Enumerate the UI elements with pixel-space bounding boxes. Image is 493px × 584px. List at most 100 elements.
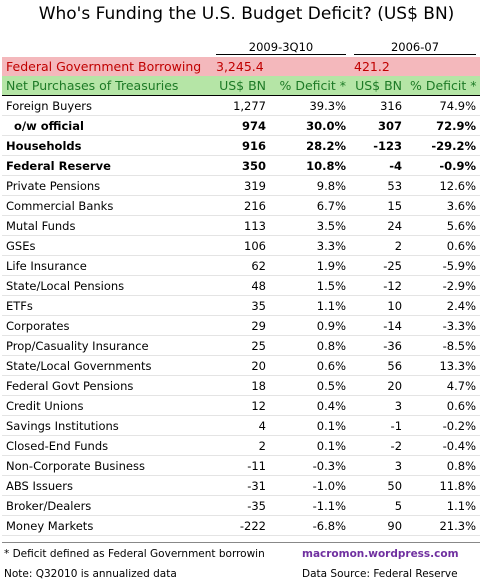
- data-row: o/w official 974 30.0% 307 72.9%: [2, 115, 481, 136]
- value-cell: -222: [212, 515, 270, 536]
- value-cell: 11.8%: [406, 475, 481, 496]
- value-cell: 1,277: [212, 95, 270, 116]
- label-cell: Credit Unions: [2, 395, 212, 416]
- value-cell: 106: [212, 235, 270, 256]
- site: macromon.wordpress.com: [302, 548, 459, 560]
- label-cell: Life Insurance: [2, 255, 212, 276]
- label-cell: Commercial Banks: [2, 195, 212, 216]
- value-cell: -0.2%: [406, 415, 481, 436]
- value-cell: 12: [212, 395, 270, 416]
- value-cell: 113: [212, 215, 270, 236]
- data-row: Mutal Funds 113 3.5% 24 5.6%: [2, 215, 481, 236]
- value-cell: 0.4%: [270, 395, 351, 416]
- value-cell: 3.3%: [270, 235, 351, 256]
- label-cell: Corporates: [2, 315, 212, 336]
- value-cell: 4.7%: [406, 375, 481, 396]
- label-cell: o/w official: [2, 115, 212, 136]
- value-cell: 916: [212, 135, 270, 156]
- header-cell: US$ BN: [212, 76, 270, 96]
- value-cell: 12.6%: [406, 175, 481, 196]
- data-row: State/Local Pensions 48 1.5% -12 -2.9%: [2, 275, 481, 296]
- data-row: ETFs 35 1.1% 10 2.4%: [2, 295, 481, 316]
- value-cell: 21.3%: [406, 515, 481, 536]
- value-cell: -8.5%: [406, 335, 481, 356]
- value-cell: -2: [350, 435, 407, 456]
- value-cell: 3.6%: [406, 195, 481, 216]
- value-cell: 6.7%: [270, 195, 351, 216]
- value-cell: 72.9%: [406, 115, 481, 136]
- value-cell: 1.1%: [406, 495, 481, 516]
- value-cell: 28.2%: [270, 135, 351, 156]
- borrowing-row: Federal Government Borrowing 3,245.4 421…: [2, 57, 481, 76]
- label-cell: Private Pensions: [2, 175, 212, 196]
- value-cell: 1.9%: [270, 255, 351, 276]
- data-row: Non-Corporate Business -11 -0.3% 3 0.8%: [2, 455, 481, 476]
- value-cell: 0.8%: [406, 455, 481, 476]
- data-row: Prop/Casuality Insurance 25 0.8% -36 -8.5%: [2, 335, 481, 356]
- data-row: Corporates 29 0.9% -14 -3.3%: [2, 315, 481, 336]
- value-cell: 974: [212, 115, 270, 136]
- value-cell: 216: [212, 195, 270, 216]
- value-cell: 319: [212, 175, 270, 196]
- value-cell: 9.8%: [270, 175, 351, 196]
- value-cell: 53: [350, 175, 407, 196]
- value-cell: 10.8%: [270, 155, 351, 176]
- value-cell: -6.8%: [270, 515, 351, 536]
- label-cell: Savings Institutions: [2, 415, 212, 436]
- value-cell: 316: [350, 95, 407, 116]
- value-cell: 0.1%: [270, 435, 351, 456]
- value-cell: -12: [350, 275, 407, 296]
- value-cell: 20: [350, 375, 407, 396]
- period-cell: 2006-07: [350, 38, 480, 57]
- value-cell: 5: [350, 495, 407, 516]
- value-cell: 25: [212, 335, 270, 356]
- value-cell: 0.1%: [270, 415, 351, 436]
- value-cell: -31: [212, 475, 270, 496]
- label-cell: Federal Reserve: [2, 155, 212, 176]
- data-row: Money Markets -222 -6.8% 90 21.3%: [2, 515, 481, 536]
- value-cell: -36: [350, 335, 407, 356]
- data-row: Federal Govt Pensions 18 0.5% 20 4.7%: [2, 375, 481, 396]
- value-cell: 3.5%: [270, 215, 351, 236]
- value-cell: 307: [350, 115, 407, 136]
- data-row: State/Local Governments 20 0.6% 56 13.3%: [2, 355, 481, 376]
- value-cell: -123: [350, 135, 407, 156]
- label-cell: ABS Issuers: [2, 475, 212, 496]
- borrowing-value: 421.2: [350, 57, 481, 76]
- label-cell: Broker/Dealers: [2, 495, 212, 516]
- label-cell: GSEs: [2, 235, 212, 256]
- data-row: Commercial Banks 216 6.7% 15 3.6%: [2, 195, 481, 216]
- footnote: Note: Q32010 is annualized data: [4, 568, 177, 580]
- data-row: Private Pensions 319 9.8% 53 12.6%: [2, 175, 481, 196]
- value-cell: 1.1%: [270, 295, 351, 316]
- funding-table: 2009-3Q10 2006-07 Federal Government Bor…: [2, 38, 481, 536]
- value-cell: 50: [350, 475, 407, 496]
- label-cell: Households: [2, 135, 212, 156]
- label-cell: Mutal Funds: [2, 215, 212, 236]
- label-cell: Foreign Buyers: [2, 95, 212, 116]
- value-cell: 5.6%: [406, 215, 481, 236]
- value-cell: -2.9%: [406, 275, 481, 296]
- value-cell: 20: [212, 355, 270, 376]
- value-cell: 3: [350, 395, 407, 416]
- value-cell: 0.6%: [406, 235, 481, 256]
- value-cell: -0.4%: [406, 435, 481, 456]
- value-cell: -35: [212, 495, 270, 516]
- value-cell: 90: [350, 515, 407, 536]
- value-cell: 62: [212, 255, 270, 276]
- label-cell: State/Local Pensions: [2, 275, 212, 296]
- value-cell: -3.3%: [406, 315, 481, 336]
- footer: * Deficit defined as Federal Government …: [2, 542, 480, 580]
- header-cell: % Deficit *: [406, 76, 481, 96]
- value-cell: 13.3%: [406, 355, 481, 376]
- data-row: Foreign Buyers 1,277 39.3% 316 74.9%: [2, 95, 481, 116]
- label-cell: Non-Corporate Business: [2, 455, 212, 476]
- value-cell: 1.5%: [270, 275, 351, 296]
- value-cell: -1: [350, 415, 407, 436]
- value-cell: -11: [212, 455, 270, 476]
- value-cell: -1.1%: [270, 495, 351, 516]
- data-row: Life Insurance 62 1.9% -25 -5.9%: [2, 255, 481, 276]
- period: 2006-07: [354, 40, 477, 55]
- value-cell: 56: [350, 355, 407, 376]
